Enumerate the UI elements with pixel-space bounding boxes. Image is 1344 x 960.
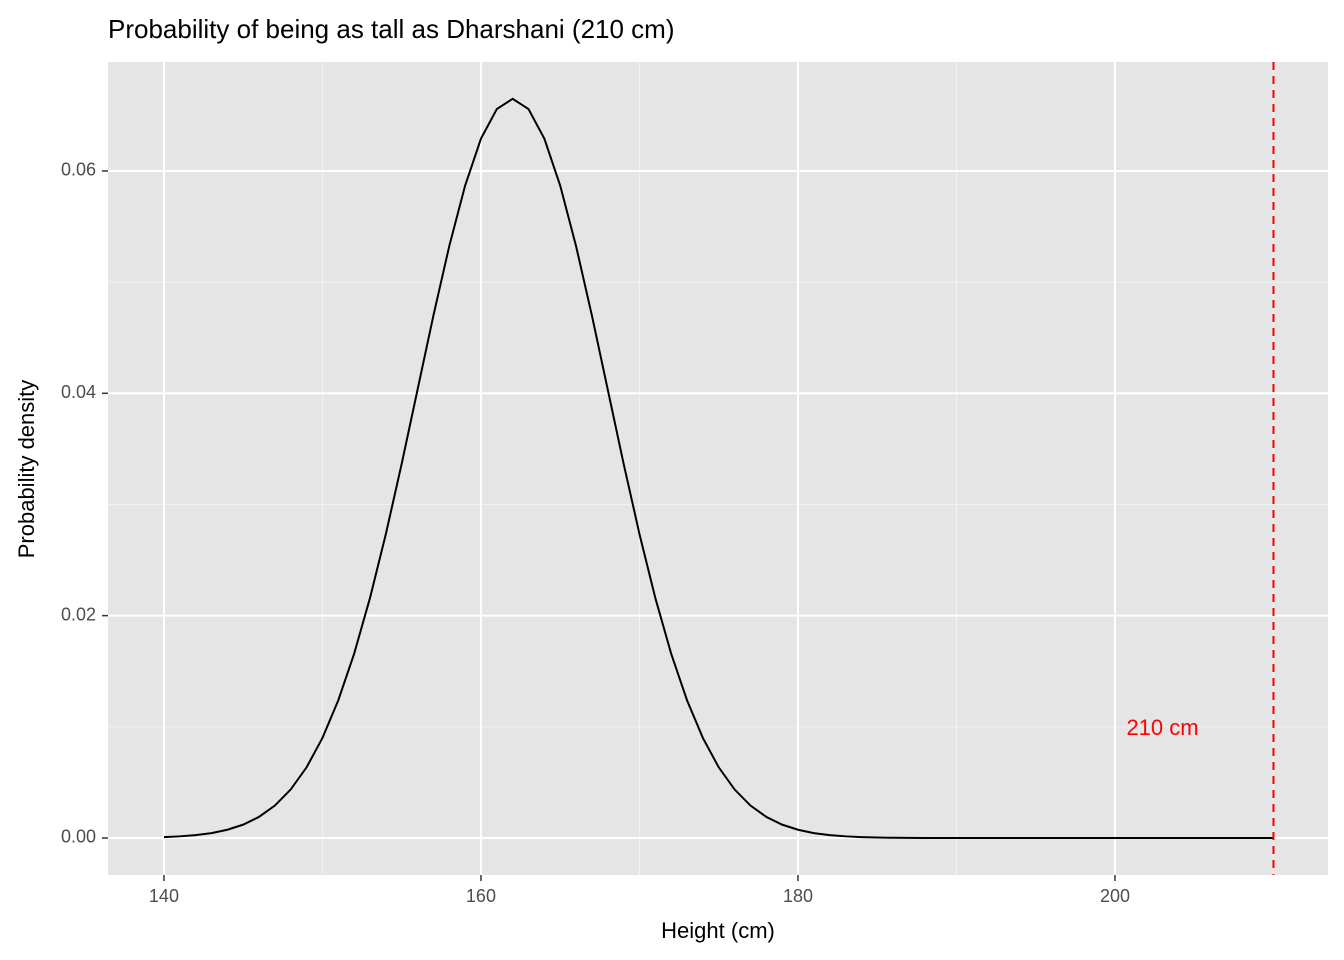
y-tick-label: 0.02 xyxy=(61,604,96,624)
x-tick-label: 200 xyxy=(1100,886,1130,906)
y-tick-label: 0.06 xyxy=(61,160,96,180)
y-axis-title: Probability density xyxy=(14,380,39,559)
chart-title: Probability of being as tall as Dharshan… xyxy=(108,14,675,44)
x-tick-label: 160 xyxy=(466,886,496,906)
x-tick-label: 180 xyxy=(783,886,813,906)
y-tick-label: 0.00 xyxy=(61,827,96,847)
x-tick-label: 140 xyxy=(149,886,179,906)
density-line xyxy=(163,97,1274,839)
panel xyxy=(108,62,1328,875)
x-axis-title: Height (cm) xyxy=(661,918,775,943)
y-tick-label: 0.04 xyxy=(61,382,96,402)
annotation: 210 cm xyxy=(1126,715,1198,740)
